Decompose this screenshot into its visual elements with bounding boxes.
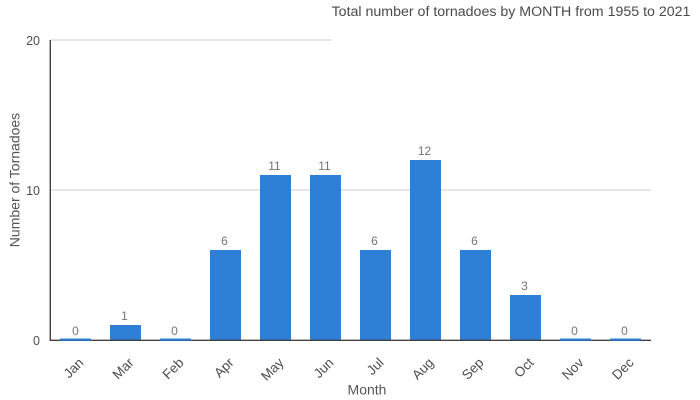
svg-text:0: 0	[171, 324, 178, 338]
svg-text:12: 12	[418, 144, 432, 158]
svg-text:3: 3	[521, 279, 528, 293]
svg-text:11: 11	[318, 159, 331, 173]
svg-text:Month: Month	[348, 382, 387, 398]
svg-text:6: 6	[471, 234, 478, 248]
svg-text:Total number of tornadoes by M: Total number of tornadoes by MONTH from …	[332, 4, 691, 20]
svg-text:11: 11	[268, 159, 281, 173]
svg-text:20: 20	[26, 34, 40, 48]
svg-text:0: 0	[33, 334, 40, 348]
svg-text:0: 0	[571, 324, 578, 338]
svg-text:Number of Tornadoes: Number of Tornadoes	[7, 113, 23, 247]
svg-text:6: 6	[371, 234, 378, 248]
svg-text:10: 10	[26, 184, 40, 198]
svg-text:1: 1	[121, 309, 128, 323]
svg-text:0: 0	[621, 324, 628, 338]
svg-text:6: 6	[221, 234, 228, 248]
svg-text:0: 0	[72, 324, 79, 338]
